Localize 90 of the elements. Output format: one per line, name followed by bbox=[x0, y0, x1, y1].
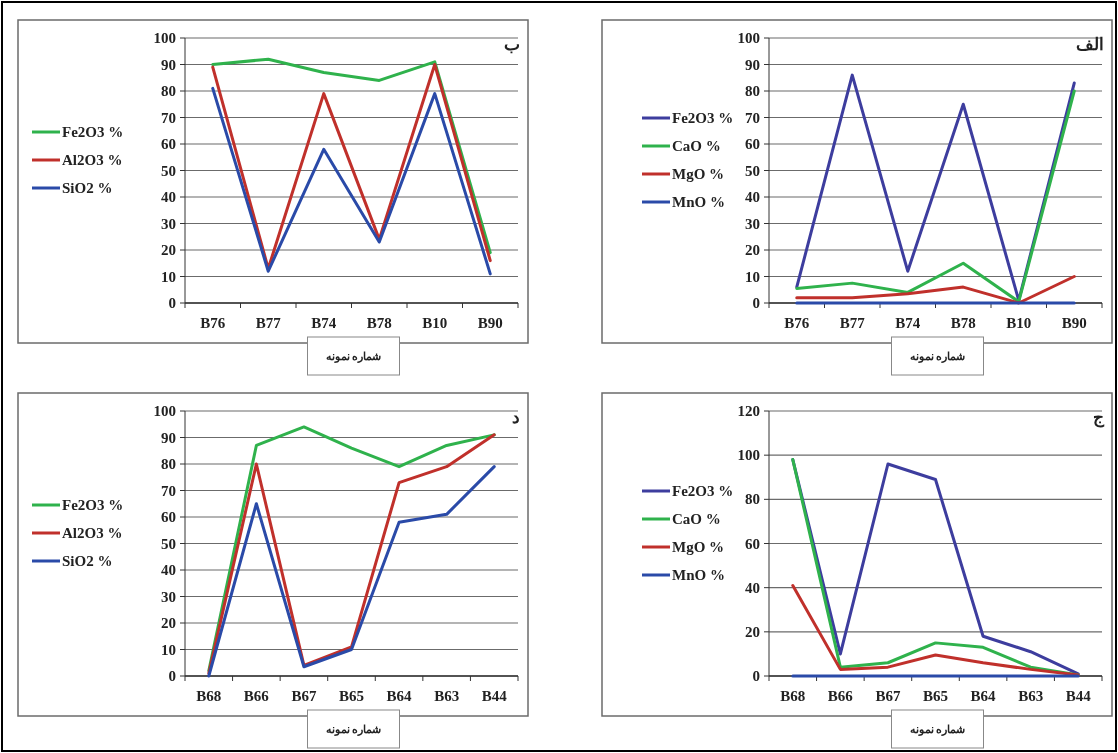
y-tick-label: 40 bbox=[745, 189, 760, 205]
chart-title: ج bbox=[1093, 408, 1105, 428]
x-axis-title: شماره نمونه bbox=[909, 350, 966, 363]
x-tick-label: B76 bbox=[200, 315, 226, 331]
legend-label: MgO % bbox=[672, 166, 725, 182]
y-tick-label: 0 bbox=[752, 668, 760, 684]
legend-label: Fe2O3 % bbox=[62, 497, 124, 513]
x-tick-label: B66 bbox=[827, 688, 854, 704]
y-tick-label: 50 bbox=[745, 162, 760, 179]
x-tick-label: B44 bbox=[1065, 688, 1092, 704]
x-tick-label: B77 bbox=[839, 315, 866, 331]
y-tick-label: 30 bbox=[161, 588, 176, 605]
x-tick-label: B77 bbox=[255, 315, 282, 331]
y-tick-label: 80 bbox=[161, 83, 176, 99]
y-tick-label: 40 bbox=[161, 562, 176, 578]
line-series bbox=[795, 275, 1076, 305]
y-tick-label: 80 bbox=[745, 83, 760, 99]
y-tick-label: 40 bbox=[745, 579, 760, 596]
legend-label: SiO2 % bbox=[62, 553, 113, 569]
y-tick-label: 100 bbox=[737, 447, 760, 464]
x-tick-label: B66 bbox=[243, 688, 270, 704]
x-tick-label: B78 bbox=[366, 315, 392, 331]
y-tick-label: 10 bbox=[161, 641, 176, 658]
y-tick-label: 80 bbox=[745, 491, 760, 508]
y-tick-label: 20 bbox=[161, 615, 176, 631]
x-tick-label: B10 bbox=[422, 315, 448, 331]
x-tick-label: B67 bbox=[291, 688, 317, 704]
x-tick-label: B68 bbox=[196, 688, 222, 704]
x-tick-label: B64 bbox=[386, 688, 413, 704]
y-tick-label: 50 bbox=[161, 535, 176, 552]
y-tick-label: 60 bbox=[161, 509, 176, 525]
legend-label: MnO % bbox=[672, 194, 725, 210]
x-tick-label: B63 bbox=[434, 688, 460, 704]
y-tick-label: 60 bbox=[745, 136, 760, 152]
x-tick-label: B90 bbox=[477, 315, 503, 331]
y-tick-label: 70 bbox=[161, 482, 176, 499]
legend-label: SiO2 % bbox=[62, 180, 113, 196]
y-tick-label: 90 bbox=[745, 56, 760, 73]
legend-label: Fe2O3 % bbox=[672, 483, 734, 499]
y-tick-label: 70 bbox=[161, 109, 176, 126]
y-tick-label: 60 bbox=[161, 136, 176, 152]
legend-label: Fe2O3 % bbox=[672, 110, 734, 126]
y-tick-label: 80 bbox=[161, 456, 176, 472]
legend-label: Al2O3 % bbox=[62, 152, 123, 168]
x-tick-label: B90 bbox=[1061, 315, 1087, 331]
x-tick-label: B68 bbox=[780, 688, 806, 704]
legend-label: CaO % bbox=[672, 511, 721, 527]
x-tick-label: B78 bbox=[950, 315, 976, 331]
y-tick-label: 10 bbox=[161, 268, 176, 285]
y-tick-label: 100 bbox=[153, 30, 176, 46]
x-axis-title: شماره نمونه bbox=[909, 723, 966, 736]
chart-title: د bbox=[512, 408, 520, 427]
y-tick-label: 90 bbox=[161, 429, 176, 446]
line-series bbox=[791, 583, 1080, 677]
x-axis-title: شماره نمونه bbox=[325, 350, 382, 363]
y-tick-label: 0 bbox=[752, 295, 760, 311]
y-tick-label: 30 bbox=[161, 215, 176, 232]
legend-label: CaO % bbox=[672, 138, 721, 154]
x-axis-title: شماره نمونه bbox=[325, 723, 382, 736]
y-tick-label: 100 bbox=[737, 30, 760, 46]
x-tick-label: B74 bbox=[895, 315, 921, 331]
y-tick-label: 40 bbox=[161, 189, 176, 205]
x-tick-label: B76 bbox=[784, 315, 810, 331]
x-tick-label: B67 bbox=[875, 688, 901, 704]
x-tick-label: B65 bbox=[922, 688, 949, 704]
legend-label: MgO % bbox=[672, 539, 725, 555]
y-tick-label: 30 bbox=[745, 215, 760, 232]
legend-label: MnO % bbox=[672, 567, 725, 583]
y-tick-label: 70 bbox=[745, 109, 760, 126]
y-tick-label: 90 bbox=[161, 56, 176, 73]
chart-title: ب bbox=[504, 35, 520, 54]
x-tick-label: B74 bbox=[311, 315, 337, 331]
y-tick-label: 0 bbox=[168, 295, 176, 311]
y-tick-label: 20 bbox=[745, 242, 760, 258]
legend-label: Fe2O3 % bbox=[62, 124, 124, 140]
x-tick-label: B10 bbox=[1006, 315, 1032, 331]
y-tick-label: 0 bbox=[168, 668, 176, 684]
y-tick-label: 20 bbox=[161, 242, 176, 258]
y-tick-label: 10 bbox=[745, 268, 760, 285]
y-tick-label: 120 bbox=[737, 403, 760, 419]
y-tick-label: 20 bbox=[745, 623, 760, 640]
y-tick-label: 50 bbox=[161, 162, 176, 179]
legend-label: Al2O3 % bbox=[62, 525, 123, 541]
y-tick-label: 100 bbox=[153, 403, 176, 419]
y-tick-label: 60 bbox=[745, 535, 760, 552]
x-tick-label: B44 bbox=[481, 688, 508, 704]
x-tick-label: B63 bbox=[1018, 688, 1044, 704]
chart-title: الف bbox=[1076, 35, 1104, 54]
x-tick-label: B65 bbox=[338, 688, 365, 704]
x-tick-label: B64 bbox=[970, 688, 997, 704]
